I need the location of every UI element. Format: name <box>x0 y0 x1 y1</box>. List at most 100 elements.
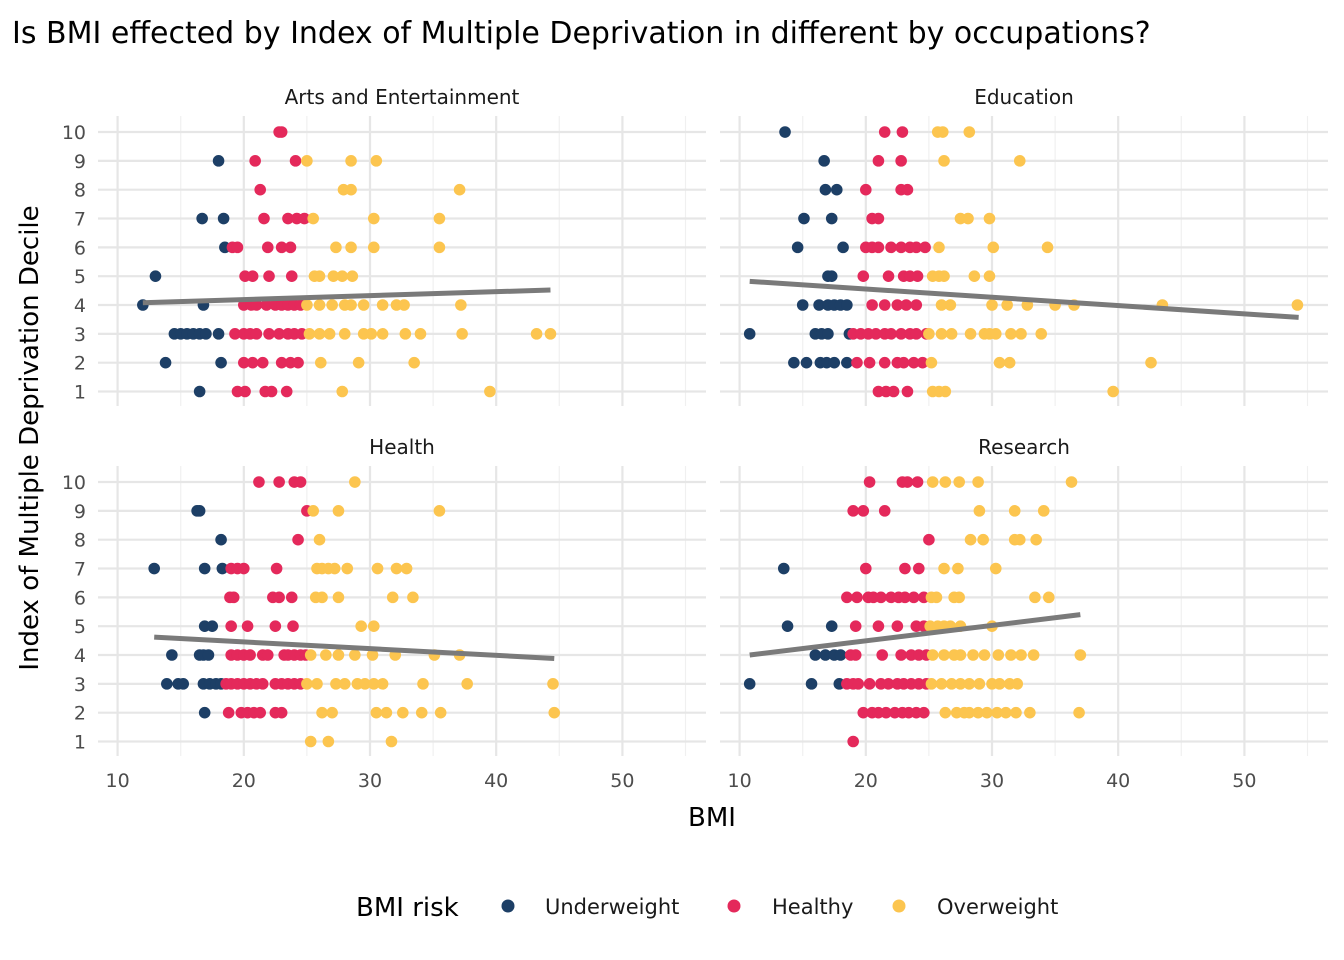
data-point-overweight <box>320 649 332 661</box>
data-point-overweight <box>938 270 950 282</box>
data-point-overweight <box>973 505 986 517</box>
data-point-healthy <box>285 270 298 282</box>
data-point-underweight <box>841 356 853 369</box>
y-tick-label: 1 <box>74 732 86 754</box>
data-point-overweight <box>332 505 345 517</box>
data-point-overweight <box>336 385 349 398</box>
data-point-underweight <box>791 241 804 254</box>
data-point-healthy <box>289 155 302 167</box>
data-point-healthy <box>280 385 293 398</box>
data-point-overweight <box>930 591 943 604</box>
panel-education: Education <box>720 85 1328 406</box>
data-point-healthy <box>872 155 885 167</box>
data-point-overweight <box>332 591 345 604</box>
data-point-overweight <box>371 562 384 575</box>
x-tick-label: 50 <box>1232 770 1256 792</box>
data-point-overweight <box>1015 328 1027 340</box>
data-point-healthy <box>919 241 931 254</box>
data-point-overweight <box>341 562 354 575</box>
chart-title: Is BMI effected by Index of Multiple Dep… <box>12 16 1151 51</box>
data-point-overweight <box>433 212 446 225</box>
data-point-overweight <box>367 678 380 690</box>
data-point-healthy <box>238 562 250 575</box>
data-point-overweight <box>366 649 379 661</box>
legend: BMI risk Underweight Healthy Overweight <box>356 893 1058 923</box>
data-point-overweight <box>385 735 398 748</box>
data-point-overweight <box>456 328 468 340</box>
panel-arts-and-entertainment: Arts and Entertainment 1 2 3 4 5 6 7 8 9 10 <box>62 85 706 406</box>
data-point-overweight <box>530 328 543 340</box>
legend-key-overweight <box>892 899 906 913</box>
data-point-healthy <box>863 476 876 488</box>
data-point-overweight <box>983 212 996 225</box>
data-point-overweight <box>954 678 967 690</box>
data-point-overweight <box>349 649 361 661</box>
data-point-healthy <box>261 241 274 254</box>
data-point-overweight <box>359 678 371 690</box>
data-point-healthy <box>246 270 259 282</box>
y-tick-label: 8 <box>74 530 86 552</box>
data-point-underweight <box>149 270 162 282</box>
data-point-healthy <box>857 505 870 517</box>
data-point-healthy <box>913 562 925 575</box>
data-point-overweight <box>936 126 949 138</box>
data-point-overweight <box>962 212 974 225</box>
data-point-overweight <box>313 270 326 282</box>
data-point-healthy <box>847 505 859 517</box>
data-point-overweight <box>345 183 357 196</box>
data-point-overweight <box>433 241 446 254</box>
data-point-overweight <box>453 183 466 196</box>
data-point-healthy <box>250 328 263 340</box>
data-point-healthy <box>275 241 288 254</box>
data-point-healthy <box>863 678 876 690</box>
data-point-underweight <box>834 649 847 661</box>
data-point-healthy <box>878 299 891 311</box>
data-point-healthy <box>885 328 897 340</box>
data-point-overweight <box>330 241 342 254</box>
data-point-overweight <box>304 735 317 748</box>
data-point-underweight <box>216 562 229 575</box>
data-point-overweight <box>953 591 965 604</box>
data-point-underweight <box>177 678 190 690</box>
data-point-healthy <box>849 620 862 632</box>
data-point-underweight <box>825 270 838 282</box>
data-point-underweight <box>781 620 794 632</box>
data-point-overweight <box>461 678 473 690</box>
data-point-overweight <box>1000 706 1012 719</box>
data-point-overweight <box>345 155 357 167</box>
data-point-overweight <box>991 706 1003 719</box>
legend-label: Healthy <box>772 895 853 919</box>
data-point-overweight <box>987 241 1000 254</box>
data-point-overweight <box>938 155 950 167</box>
data-point-healthy <box>895 155 907 167</box>
data-point-underweight <box>777 562 790 575</box>
data-point-healthy <box>275 356 288 369</box>
data-point-healthy <box>899 562 911 575</box>
data-point-overweight <box>311 678 323 690</box>
data-point-overweight <box>365 328 378 340</box>
data-point-overweight <box>415 706 428 719</box>
data-point-underweight <box>198 706 211 719</box>
data-point-overweight <box>1065 476 1078 488</box>
data-point-healthy <box>918 706 930 719</box>
data-point-healthy <box>256 678 269 690</box>
data-point-overweight <box>1027 649 1040 661</box>
data-point-underweight <box>822 328 834 340</box>
data-point-healthy <box>273 591 285 604</box>
data-point-overweight <box>1013 155 1026 167</box>
data-point-healthy <box>275 126 288 138</box>
data-point-underweight <box>215 356 227 369</box>
y-tick-label: 6 <box>74 587 86 609</box>
data-point-overweight <box>397 706 409 719</box>
data-point-healthy <box>241 620 254 632</box>
data-point-healthy <box>896 126 909 138</box>
data-point-healthy <box>895 241 907 254</box>
data-point-overweight <box>989 562 1002 575</box>
data-point-overweight <box>1008 505 1021 517</box>
x-tick-label: 50 <box>610 770 634 792</box>
data-point-overweight <box>938 562 950 575</box>
data-point-healthy <box>253 476 265 488</box>
data-point-overweight <box>355 620 367 632</box>
data-point-healthy <box>851 356 863 369</box>
y-axis-title: Index of Multiple Deprivation Decile <box>15 205 45 670</box>
